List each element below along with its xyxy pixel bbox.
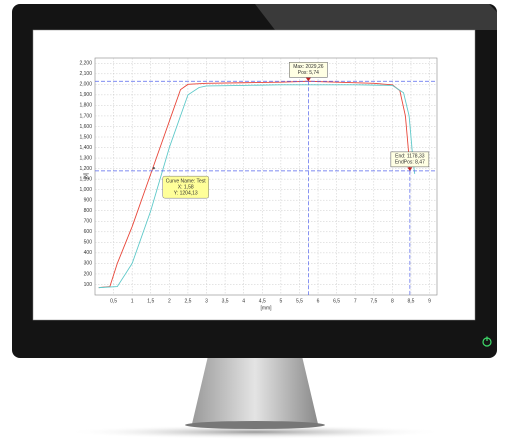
- x-axis-label: [mm]: [260, 305, 272, 311]
- x-tick-label: 2: [168, 298, 171, 304]
- marker-text: Pos: 5,74: [298, 70, 319, 76]
- y-tick-label: 1,700: [79, 113, 92, 119]
- y-tick-label: 2,200: [79, 61, 92, 67]
- x-tick-label: 1: [131, 298, 134, 304]
- y-tick-label: 1,900: [79, 92, 92, 98]
- y-tick-label: 1,800: [79, 103, 92, 109]
- y-tick-label: 1,100: [79, 176, 92, 182]
- x-tick-label: 7: [354, 298, 357, 304]
- y-tick-label: 1,300: [79, 155, 92, 161]
- x-tick-label: 4,5: [259, 298, 266, 304]
- y-tick-label: 2,100: [79, 71, 92, 77]
- marker-box: [289, 62, 328, 78]
- plot-area: [94, 57, 438, 296]
- x-tick-label: 8: [391, 298, 394, 304]
- y-tick-label: 1,000: [79, 187, 92, 193]
- y-tick-label: 700: [84, 219, 93, 225]
- y-axis-label: [N]: [83, 172, 89, 179]
- x-tick-label: 1,5: [147, 298, 154, 304]
- tooltip-text: X: 1,58: [178, 184, 194, 190]
- tooltip-text: Curve Name: Test: [166, 178, 207, 184]
- tooltip-box: [162, 175, 209, 199]
- marker-point: [407, 167, 413, 171]
- y-tick-label: 1,500: [79, 134, 92, 140]
- x-tick-label: 5,5: [296, 298, 303, 304]
- x-tick-label: 8,5: [408, 298, 415, 304]
- monitor-stand: [192, 356, 318, 424]
- marker-point: [305, 77, 311, 82]
- x-tick-label: 0,5: [110, 298, 117, 304]
- y-tick-label: 1,600: [79, 124, 92, 130]
- x-tick-label: 6: [317, 298, 320, 304]
- x-tick-label: 7,5: [370, 298, 377, 304]
- y-tick-label: 2,000: [79, 82, 92, 88]
- y-tick-label: 600: [84, 229, 93, 235]
- x-tick-label: 3: [205, 298, 208, 304]
- x-tick-label: 5: [279, 298, 282, 304]
- marker-text: End: 1178,33: [395, 154, 425, 160]
- x-tick-label: 4: [242, 298, 245, 304]
- y-tick-label: 1,400: [79, 145, 92, 151]
- marker-text: EndPos: 8,47: [395, 160, 425, 166]
- bezel-gloss: [255, 4, 497, 30]
- y-tick-label: 1,200: [79, 166, 92, 172]
- y-tick-label: 800: [84, 208, 93, 214]
- tooltip-text: Y: 1204,13: [174, 190, 198, 196]
- x-tick-label: 3,5: [222, 298, 229, 304]
- x-tick-label: 2,5: [184, 298, 191, 304]
- x-tick-label: 9: [428, 298, 431, 304]
- x-tick-label: 6,5: [333, 298, 340, 304]
- y-tick-label: 400: [84, 250, 93, 256]
- y-tick-label: 900: [84, 198, 93, 204]
- y-tick-label: 500: [84, 240, 93, 246]
- marker-box: [390, 151, 430, 168]
- y-tick-label: 300: [84, 261, 93, 267]
- tooltip-point: [152, 166, 155, 170]
- marker-text: Max: 2029,26: [293, 64, 324, 70]
- y-tick-label: 200: [84, 271, 93, 277]
- stand-base: [185, 421, 325, 429]
- data-line: [98, 84, 416, 289]
- floor-shadow: [65, 425, 445, 439]
- y-tick-label: 100: [84, 282, 93, 288]
